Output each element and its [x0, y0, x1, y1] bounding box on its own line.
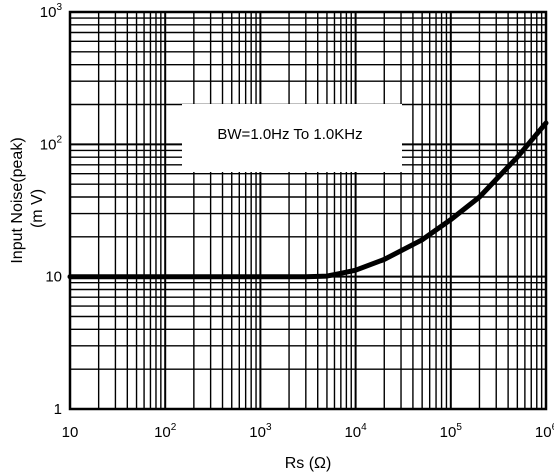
plot-frame [68, 10, 548, 411]
x-tick-labels: 10 102 103 104 105 106 [62, 422, 554, 441]
y-axis-label-line2: (m V) [29, 189, 46, 228]
grid-lines [69, 12, 546, 410]
y-axis-label-line1: Input Noise(peak) [9, 137, 26, 263]
y-tick-label: 1 [54, 401, 62, 418]
x-tick-label: 106 [535, 422, 554, 441]
x-tick-label: 10 [62, 424, 79, 441]
y-axis-label: Input Noise(peak) (m V) [9, 137, 46, 263]
x-tick-label: 103 [249, 422, 272, 441]
y-tick-label: 103 [40, 2, 63, 21]
x-axis-label: Rs (Ω) [285, 455, 332, 472]
x-tick-label: 105 [440, 422, 463, 441]
annotation-box: BW=1.0Hz To 1.0KHz [182, 104, 402, 172]
noise-curve [67, 120, 549, 280]
y-tick-label: 102 [40, 134, 63, 153]
y-tick-label: 10 [45, 269, 62, 286]
y-tick-labels: 1 10 102 103 [40, 2, 63, 418]
bandwidth-annotation: BW=1.0Hz To 1.0KHz [217, 126, 362, 143]
x-tick-label: 104 [344, 422, 367, 441]
x-tick-label: 102 [154, 422, 177, 441]
